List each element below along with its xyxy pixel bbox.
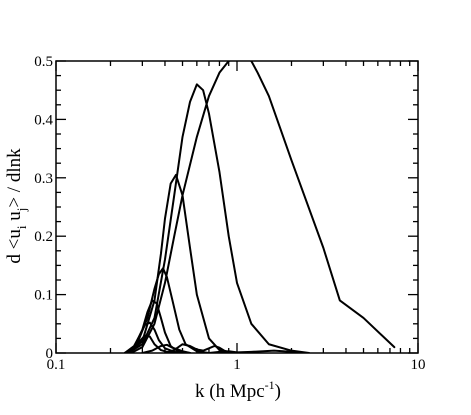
series-line-3 (127, 173, 230, 353)
series-group (123, 61, 396, 353)
y-tick-label: 0.5 (34, 54, 53, 70)
series-line-2 (127, 83, 311, 353)
x-tick-label: 0.1 (47, 357, 66, 373)
series-line-6 (123, 321, 184, 353)
plot-frame (55, 60, 419, 354)
series-line-10 (207, 349, 304, 353)
x-tick-label: 10 (411, 357, 426, 373)
x-axis-label: k (h Mpc-1) (195, 378, 281, 402)
y-tick-label: 0.2 (34, 229, 53, 245)
series-line-8 (141, 343, 192, 353)
y-tick-label: 0.1 (34, 288, 53, 304)
y-tick-label: 0 (46, 346, 54, 362)
y-tick-label: 0.3 (34, 171, 53, 187)
x-tick-label: 1 (233, 357, 241, 373)
y-axis-label: d <ui uj> / dlnk (4, 148, 29, 264)
series-line-1 (130, 61, 396, 353)
series-line-9 (163, 343, 234, 353)
y-tick-label: 0.4 (34, 112, 53, 128)
